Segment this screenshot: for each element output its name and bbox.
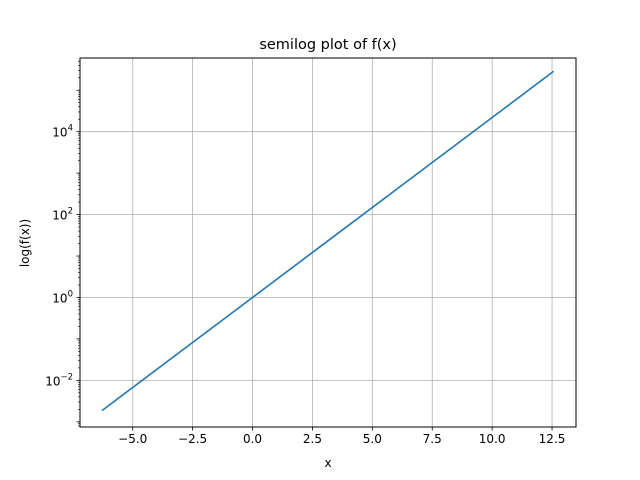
y-tick-base: 10 — [52, 291, 67, 305]
y-tick-exponent: 4 — [68, 124, 73, 134]
x-tick-label: 12.5 — [539, 432, 566, 446]
x-tick-label: 10.0 — [479, 432, 506, 446]
y-tick-exponent: 0 — [68, 289, 73, 299]
x-tick-label: −2.5 — [178, 432, 207, 446]
y-tick-base: 10 — [45, 374, 60, 388]
y-axis-label: log(f(x)) — [18, 219, 32, 267]
y-tick-base: 10 — [52, 209, 67, 223]
x-axis-label: x — [324, 456, 331, 470]
chart-title: semilog plot of f(x) — [259, 37, 396, 53]
x-tick-label: −5.0 — [118, 432, 147, 446]
y-tick-exponent: 2 — [68, 207, 73, 217]
y-tick-base: 10 — [52, 126, 67, 140]
x-tick-label: 5.0 — [363, 432, 382, 446]
x-tick-label: 0.0 — [243, 432, 262, 446]
y-tick-exponent: −2 — [60, 372, 73, 382]
x-tick-label: 2.5 — [303, 432, 322, 446]
x-tick-label: 7.5 — [423, 432, 442, 446]
